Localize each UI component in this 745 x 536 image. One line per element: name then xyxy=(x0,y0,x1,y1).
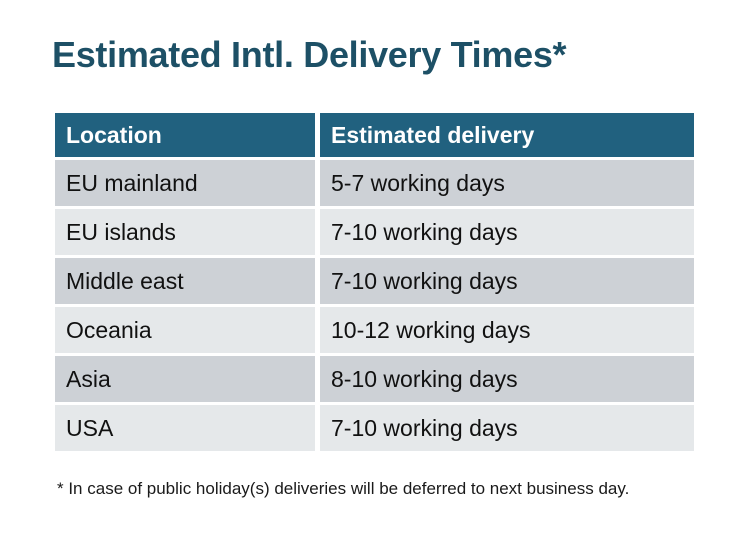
page-title: Estimated Intl. Delivery Times* xyxy=(52,34,567,75)
delivery-cell: 10-12 working days xyxy=(320,307,694,353)
table-row: Oceania 10-12 working days xyxy=(55,307,694,353)
location-cell: Oceania xyxy=(55,307,315,353)
table-row: USA 7-10 working days xyxy=(55,405,694,451)
location-cell: Asia xyxy=(55,356,315,402)
table-row: Middle east 7-10 working days xyxy=(55,258,694,304)
delivery-cell: 7-10 working days xyxy=(320,209,694,255)
location-cell: EU mainland xyxy=(55,160,315,206)
delivery-cell: 7-10 working days xyxy=(320,405,694,451)
delivery-cell: 5-7 working days xyxy=(320,160,694,206)
footnote: * In case of public holiday(s) deliverie… xyxy=(57,479,630,498)
location-cell: Middle east xyxy=(55,258,315,304)
table-header-row: Location Estimated delivery xyxy=(55,113,694,157)
location-cell: EU islands xyxy=(55,209,315,255)
delivery-times-table: Location Estimated delivery EU mainland 5… xyxy=(50,110,699,454)
location-cell: USA xyxy=(55,405,315,451)
table-row: EU islands 7-10 working days xyxy=(55,209,694,255)
column-header-estimated-delivery: Estimated delivery xyxy=(320,113,694,157)
table-body: EU mainland 5-7 working days EU islands 7-1… xyxy=(55,160,694,451)
delivery-cell: 7-10 working days xyxy=(320,258,694,304)
delivery-cell: 8-10 working days xyxy=(320,356,694,402)
table-row: Asia 8-10 working days xyxy=(55,356,694,402)
table-row: EU mainland 5-7 working days xyxy=(55,160,694,206)
column-header-location: Location xyxy=(55,113,315,157)
